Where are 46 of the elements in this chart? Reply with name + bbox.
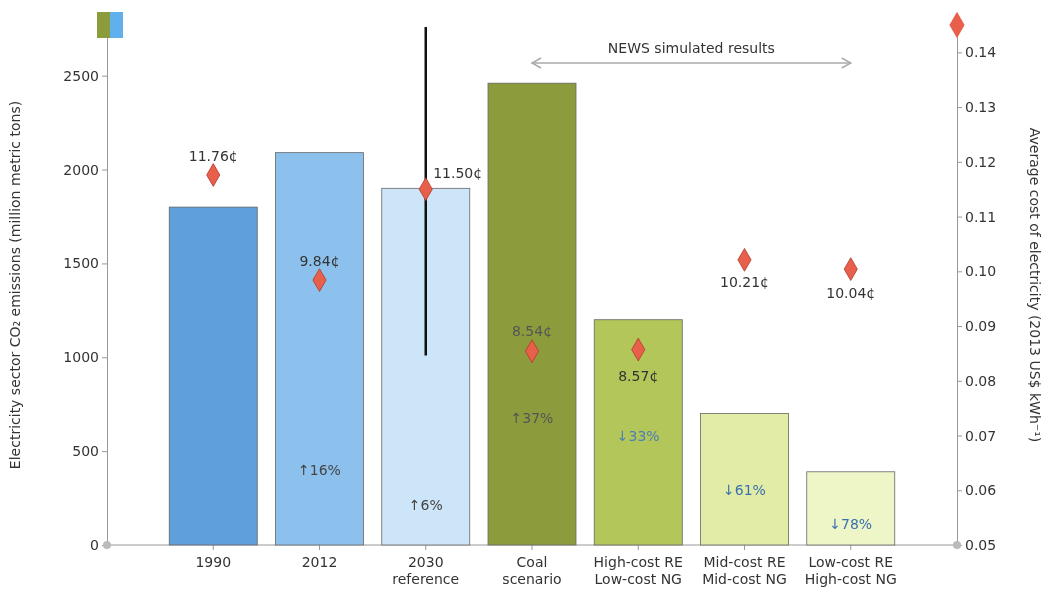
y-tick-label: 1000 xyxy=(63,349,99,366)
bar xyxy=(168,206,258,546)
annotation: ↓61% xyxy=(723,482,766,498)
y-tick-label: 1500 xyxy=(63,255,99,272)
x-tick-label: High-cost RE Low-cost NG xyxy=(593,554,683,587)
annotation: ↑37% xyxy=(510,410,554,426)
y-tick-label: 2000 xyxy=(63,161,99,178)
bar xyxy=(700,413,789,546)
y2-tick-label: 0.10 xyxy=(965,263,997,280)
annotation: 10.21¢ xyxy=(720,274,769,290)
annotation: 8.54¢ xyxy=(511,323,553,339)
x-tick-label: 1990 xyxy=(195,554,232,570)
y2-tick-label: 0.08 xyxy=(965,372,997,389)
annotation: ↓33% xyxy=(616,428,660,444)
y2-tick-label: 0.11 xyxy=(965,208,997,225)
y2-tick-label: 0.05 xyxy=(965,536,997,553)
annotation: ↑6% xyxy=(408,497,443,513)
y2-tick-label: 0.09 xyxy=(965,318,997,335)
annotation: 11.76¢ xyxy=(188,148,238,164)
y2-tick-label: 0.06 xyxy=(965,482,997,499)
x-tick-label: Coal scenario xyxy=(502,554,562,587)
annotation: 10.04¢ xyxy=(826,285,876,301)
bar xyxy=(381,187,471,546)
x-tick-label: 2030 reference xyxy=(392,554,460,587)
bar xyxy=(806,471,896,546)
y2-tick-label: 0.14 xyxy=(965,44,997,61)
x-tick-label: Mid-cost RE Mid-cost NG xyxy=(702,554,787,587)
y2-tick-label: 0.12 xyxy=(965,153,997,170)
annotation: 8.57¢ xyxy=(618,368,659,384)
y2-tick-label: 0.07 xyxy=(965,427,997,444)
annotation: ↑16% xyxy=(298,462,341,478)
bar xyxy=(275,152,364,546)
x-tick-label: 2012 xyxy=(301,554,338,570)
bar xyxy=(487,82,577,546)
x-tick-label: Low-cost RE High-cost NG xyxy=(804,554,897,587)
y-axis-title: Electricity sector CO₂ emissions (million metric tons) xyxy=(7,100,23,470)
y-tick-label: 2500 xyxy=(63,67,99,84)
y-tick-label: 500 xyxy=(72,443,99,460)
annotation: NEWS simulated results xyxy=(607,40,775,56)
annotation: 9.84¢ xyxy=(299,253,340,269)
y2-tick-label: 0.13 xyxy=(965,99,997,116)
annotation: ↓78% xyxy=(829,516,873,532)
bar xyxy=(593,319,683,546)
annotation: 11.50¢ xyxy=(433,165,483,181)
y2-axis-title: Average cost of electricity (2013 US$ kWh⁻¹) xyxy=(1027,127,1043,443)
y-tick-label: 0 xyxy=(90,536,99,553)
